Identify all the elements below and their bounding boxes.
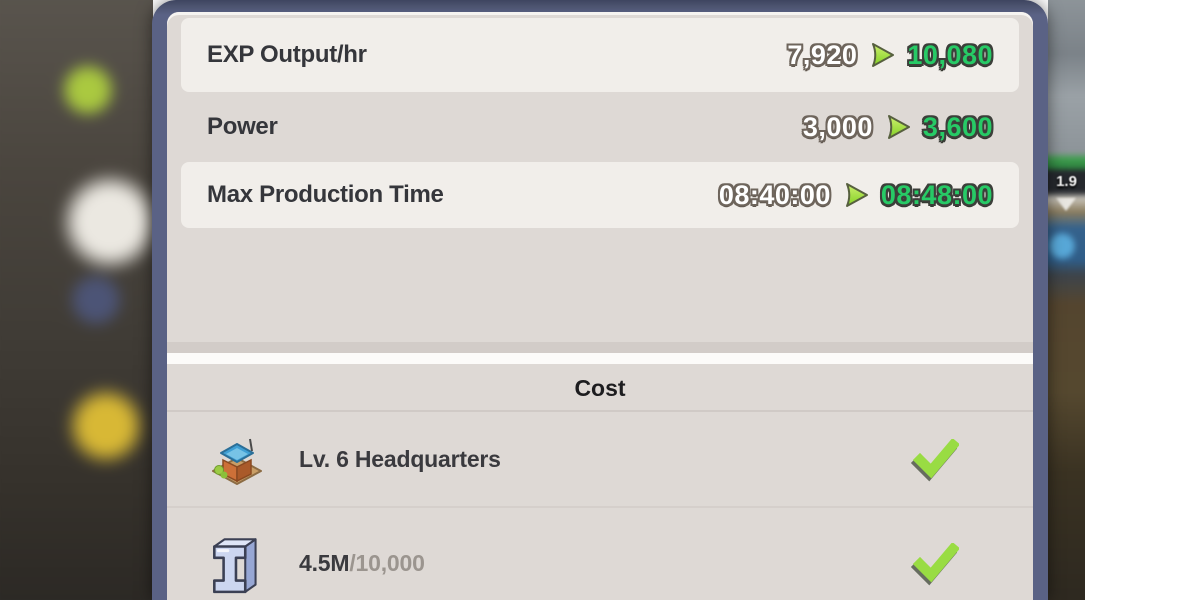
game-background-left bbox=[0, 0, 153, 600]
cost-section-title: Cost bbox=[167, 364, 1033, 412]
stat-next-value: 08:48:00 bbox=[880, 179, 993, 210]
stat-row-max-production-time: Max Production Time 08:40:00 08:48:00 bbox=[181, 162, 1019, 228]
screenshot-white-margin bbox=[1085, 0, 1200, 600]
stat-next-value: 10,080 bbox=[907, 39, 993, 70]
upgrade-dialog-content[interactable]: EXP Output/hr 7,920 10,080 Power 3,000 3 bbox=[167, 12, 1033, 600]
stat-values: 3,000 3,600 bbox=[803, 112, 993, 143]
game-background-blur bbox=[0, 0, 153, 600]
resource-amount-required: /10,000 bbox=[349, 549, 425, 576]
game-background-right: 1.9 bbox=[1048, 0, 1085, 600]
stat-next-value: 3,600 bbox=[922, 111, 993, 142]
building-level-badge: 1.9 bbox=[1056, 173, 1077, 190]
iron-icon bbox=[209, 530, 265, 596]
upgrade-arrow-icon bbox=[883, 112, 913, 142]
stat-label: Max Production Time bbox=[207, 181, 444, 208]
cost-row-headquarters: Lv. 6 Headquarters bbox=[167, 412, 1033, 508]
divider-shadow-strip bbox=[167, 342, 1033, 353]
headquarters-icon bbox=[209, 430, 265, 488]
stat-current-value: 3,000 bbox=[802, 111, 873, 142]
stat-row-exp-output: EXP Output/hr 7,920 10,080 bbox=[181, 18, 1019, 92]
stat-list: EXP Output/hr 7,920 10,080 Power 3,000 3 bbox=[167, 12, 1033, 228]
game-background-blur bbox=[1048, 0, 1085, 600]
requirement-met-check-icon bbox=[912, 437, 961, 479]
upgrade-arrow-icon bbox=[867, 40, 897, 70]
upgrade-indicator-arrow-icon bbox=[1056, 198, 1076, 211]
upgrade-dialog-panel: EXP Output/hr 7,920 10,080 Power 3,000 3 bbox=[152, 0, 1048, 600]
stat-values: 7,920 10,080 bbox=[787, 40, 993, 71]
cost-row-iron: 4.5M/10,000 bbox=[167, 508, 1033, 600]
stat-label: Power bbox=[207, 113, 278, 140]
section-divider bbox=[167, 342, 1033, 364]
upgrade-arrow-icon bbox=[841, 180, 871, 210]
requirement-label: Lv. 6 Headquarters bbox=[299, 445, 501, 472]
stat-current-value: 7,920 bbox=[787, 39, 858, 70]
stat-row-power: Power 3,000 3,600 bbox=[181, 92, 1019, 162]
requirement-met-check-icon bbox=[912, 541, 961, 583]
stat-current-value: 08:40:00 bbox=[718, 179, 831, 210]
requirement-label: 4.5M/10,000 bbox=[299, 550, 425, 577]
resource-amount-current: 4.5M bbox=[299, 549, 350, 576]
stat-label: EXP Output/hr bbox=[207, 41, 367, 68]
divider-highlight-strip bbox=[167, 353, 1033, 364]
stat-values: 08:40:00 08:48:00 bbox=[719, 180, 993, 211]
